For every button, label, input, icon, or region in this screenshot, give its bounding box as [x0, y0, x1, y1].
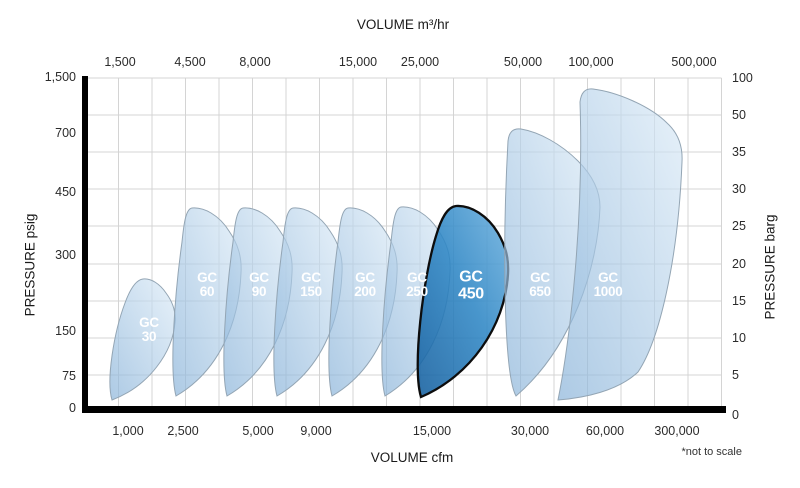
bottom-tick: 2,500	[167, 424, 199, 438]
gc-450-envelope	[416, 204, 510, 399]
bottom-axis-title: VOLUME cfm	[370, 450, 454, 465]
top-axis-title: VOLUME m³/hr	[356, 17, 450, 32]
right-tick: 0	[732, 408, 739, 422]
left-tick: 450	[55, 185, 76, 199]
bottom-tick: 30,000	[510, 424, 550, 438]
right-tick: 100	[732, 71, 753, 85]
left-tick: 300	[55, 248, 76, 262]
axis-bars	[82, 76, 726, 413]
top-tick: 15,000	[338, 55, 378, 69]
model-label-gc-200: GC 200	[354, 269, 376, 299]
left-tick: 700	[55, 126, 76, 140]
top-tick: 4,500	[174, 55, 206, 69]
bottom-tick: 15,000	[412, 424, 452, 438]
top-tick: 500,000	[671, 55, 717, 69]
bottom-tick: 9,000	[300, 424, 332, 438]
bottom-tick: 1,000	[112, 424, 144, 438]
left-tick: 75	[62, 369, 76, 383]
right-tick: 35	[732, 145, 746, 159]
bottom-tick: 60,000	[585, 424, 625, 438]
bottom-tick: 300,000	[654, 424, 700, 438]
left-tick: 0	[69, 401, 76, 415]
bottom-tick: 5,000	[242, 424, 274, 438]
model-label-gc-250: GC 250	[406, 269, 428, 299]
top-tick: 1,500	[104, 55, 136, 69]
gc-30-envelope	[109, 278, 176, 401]
model-label-gc-60: GC 60	[197, 269, 217, 299]
model-label-gc-30: GC 30	[139, 314, 159, 344]
model-label-gc-650: GC 650	[529, 269, 551, 299]
envelopes	[109, 88, 683, 401]
right-tick: 20	[732, 257, 746, 271]
right-tick: 50	[732, 108, 746, 122]
top-tick: 100,000	[568, 55, 614, 69]
gc-1000-envelope	[557, 88, 683, 401]
not-to-scale-note: *not to scale	[681, 446, 742, 458]
top-tick: 8,000	[239, 55, 271, 69]
right-tick: 10	[732, 331, 746, 345]
right-tick: 25	[732, 219, 746, 233]
model-label-gc-90: GC 90	[249, 269, 269, 299]
left-axis-bar	[82, 76, 88, 413]
right-axis-title: PRESSURE barg	[762, 214, 778, 320]
right-tick: 5	[732, 368, 739, 382]
right-tick: 30	[732, 182, 746, 196]
model-label-gc-150: GC 150	[300, 269, 322, 299]
left-axis-title: PRESSURE psig	[22, 213, 38, 317]
bottom-axis-bar	[82, 406, 726, 413]
model-label-gc-450: GC 450	[458, 268, 484, 302]
top-tick: 25,000	[400, 55, 440, 69]
top-tick: 50,000	[503, 55, 543, 69]
model-label-gc-1000: GC 1000	[593, 269, 623, 299]
left-tick: 150	[55, 324, 76, 338]
left-tick: 1,500	[44, 70, 76, 84]
right-tick: 15	[732, 294, 746, 308]
